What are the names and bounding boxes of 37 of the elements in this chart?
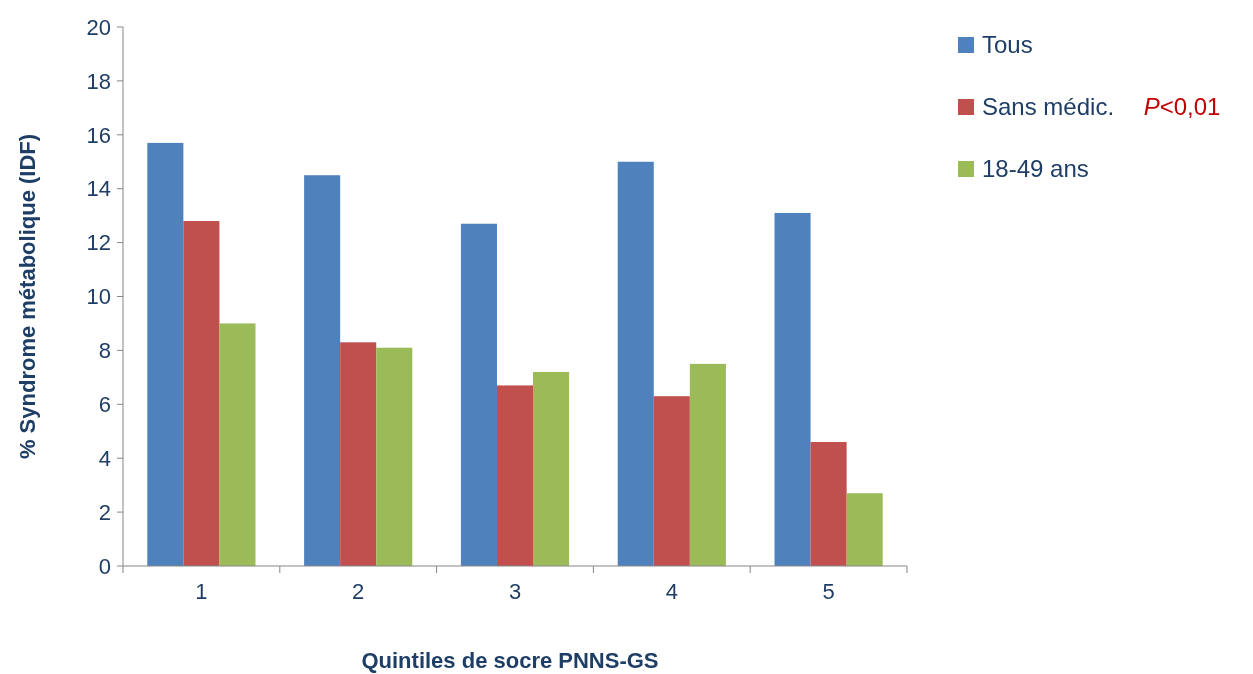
bar	[147, 142, 184, 566]
y-tick-label: 0	[98, 553, 111, 579]
bar	[810, 442, 847, 566]
bar	[617, 161, 654, 566]
y-tick-label: 2	[98, 499, 111, 525]
x-tick-label: 4	[665, 579, 678, 604]
y-tick-label: 4	[98, 445, 111, 471]
legend-label: 18-49 ans	[982, 155, 1089, 183]
x-tick-label: 5	[822, 579, 835, 604]
y-tick-label: 8	[98, 338, 111, 364]
text: P<0,01	[1143, 93, 1221, 121]
bar	[496, 385, 534, 566]
x-tick-label: 2	[352, 579, 365, 604]
bar	[689, 363, 726, 566]
bar	[653, 396, 690, 566]
x-axis-title: Quintiles de socre PNNS-GS	[361, 648, 659, 673]
y-tick-label: 14	[86, 176, 111, 202]
bar	[304, 175, 341, 566]
bar	[376, 347, 413, 566]
y-tick-label: 6	[98, 392, 111, 417]
y-tick-label: 10	[86, 284, 111, 310]
y-tick-label: 12	[86, 230, 111, 256]
bar	[183, 221, 220, 566]
x-tick-label: 1	[195, 579, 208, 604]
y-tick-label: 16	[86, 122, 111, 148]
bar	[533, 371, 570, 566]
legend-label: Tous	[982, 31, 1033, 59]
y-tick-label: 18	[86, 68, 111, 94]
bar	[219, 323, 256, 566]
y-axis-title: % Syndrome métabolique (IDF)	[15, 133, 40, 460]
bar	[460, 223, 497, 566]
bar	[846, 493, 883, 566]
y-tick-label: 20	[86, 14, 111, 40]
bar	[774, 212, 811, 566]
bar	[340, 342, 377, 566]
legend-label: Sans médic.	[982, 93, 1115, 121]
x-tick-label: 3	[508, 579, 522, 604]
